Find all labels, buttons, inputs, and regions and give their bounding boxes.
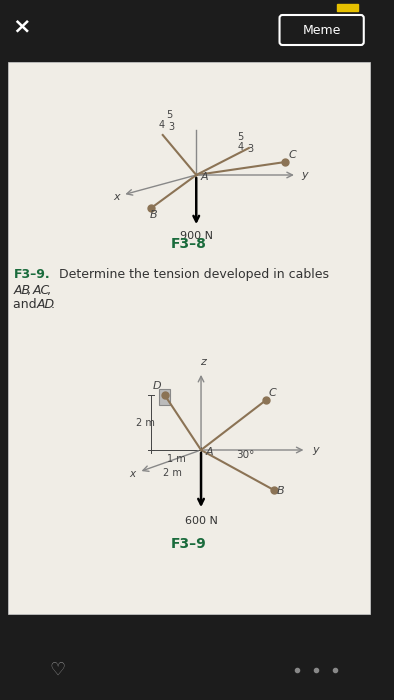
Text: Determine the tension developed in cables: Determine the tension developed in cable… [54,268,333,281]
Text: 5: 5 [167,110,173,120]
Text: y: y [301,170,308,180]
Text: ,: , [27,284,35,297]
Text: B: B [149,210,157,220]
Text: y: y [312,445,319,455]
Bar [159,389,170,405]
Text: A: A [201,172,209,182]
Text: AB: AB [13,284,30,297]
Text: 3: 3 [169,122,175,132]
Text: .: . [51,298,55,311]
Text: x: x [129,469,136,479]
Text: 1 m: 1 m [167,454,186,464]
Bar [0,0,377,52]
Text: 30°: 30° [236,450,255,460]
Text: 2 m: 2 m [136,417,155,428]
Text: 3: 3 [247,144,253,154]
Text: x: x [113,192,120,202]
Text: 4: 4 [159,120,165,130]
Text: 2 m: 2 m [163,468,182,478]
FancyBboxPatch shape [7,62,370,614]
Text: F3–9: F3–9 [171,537,206,551]
Text: 4: 4 [238,142,243,152]
Bar [337,4,358,11]
Text: 900 N: 900 N [180,231,213,241]
Text: C: C [288,150,296,160]
Text: ×: × [12,16,30,36]
FancyBboxPatch shape [279,15,364,45]
Text: 5: 5 [238,132,243,142]
Text: B: B [277,486,284,496]
Text: C: C [269,388,277,398]
Text: z: z [200,357,206,367]
Text: ♡: ♡ [49,661,65,679]
Text: Meme: Meme [303,24,341,36]
Text: ,: , [47,284,51,297]
Text: F3–9.: F3–9. [13,268,50,281]
Text: AC: AC [33,284,50,297]
Text: and: and [13,298,41,311]
Text: A: A [206,447,214,457]
Text: D: D [152,381,161,391]
Text: 600 N: 600 N [185,516,217,526]
Text: AD: AD [36,298,54,311]
Text: F3–8: F3–8 [171,237,206,251]
